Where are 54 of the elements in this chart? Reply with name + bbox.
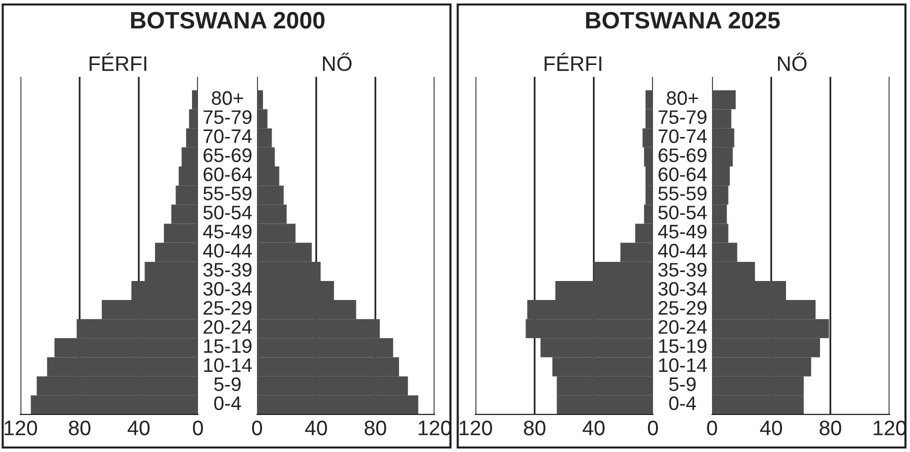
x-tick-label: 120 [4,420,38,436]
y-tick-label: 50-54 [658,206,707,220]
y-tick-label: 60-64 [204,167,252,182]
y-tick-label: 60-64 [658,167,707,182]
x-tick-label: 80 [524,420,546,436]
y-tick-label: 0-4 [669,396,696,410]
y-tick-label: 30-34 [203,282,252,296]
y-tick-label: 20-24 [204,320,252,334]
x-tick-label: 80 [820,420,842,436]
y-tick-label: 80+ [666,91,698,105]
chart-title: BOTSWANA 2025 [586,12,780,29]
x-tick-label: 80 [68,420,90,436]
y-tick-label: 35-39 [658,262,706,277]
y-tick-label: 0-4 [214,396,241,410]
y-tick-label: 25-29 [658,301,706,315]
text: NŐ [778,52,807,72]
x-tick-label: 120 [460,420,492,436]
chart-title: BOTSWANA 2000 [131,12,324,29]
y-tick-label: 50-54 [203,206,252,220]
y-tick-label: 15-19 [204,339,252,353]
y-tick-label: 5-9 [214,377,241,392]
y-tick-label: 10-14 [659,358,707,372]
x-tick-label: 40 [128,420,150,436]
x-tick-label: 40 [582,420,605,436]
y-tick-label: 5-9 [669,377,696,392]
x-tick-label: 80 [364,420,386,436]
y-tick-label: 70-74 [658,129,707,144]
y-tick-label: 75-79 [658,110,706,124]
x-tick-label: 0 [252,420,262,436]
y-tick-label: 55-59 [203,186,252,200]
y-tick-label: 65-69 [658,148,706,162]
y-tick-label: 35-39 [203,262,252,277]
x-tick-label: 40 [760,420,782,436]
y-tick-label: 55-59 [658,186,706,200]
y-tick-label: 65-69 [204,148,252,162]
y-tick-label: 40-44 [203,244,252,258]
y-tick-label: 75-79 [204,110,252,124]
text: NŐ [323,52,352,72]
y-tick-label: 70-74 [204,129,252,144]
y-tick-label: 10-14 [204,358,252,372]
x-tick-label: 0 [192,420,203,436]
y-tick-label: 20-24 [658,320,707,334]
y-tick-label: 45-49 [203,224,252,238]
y-tick-label: 25-29 [204,301,252,315]
text: FÉRFI [90,52,146,71]
y-tick-label: 30-34 [658,282,707,296]
x-tick-label: 0 [648,420,658,436]
y-tick-label: 80+ [212,91,244,105]
y-tick-label: 45-49 [658,224,706,238]
y-tick-label: 15-19 [659,339,706,353]
text: FÉRFI [544,52,602,71]
x-tick-label: 40 [305,420,327,436]
y-tick-label: 40-44 [658,244,707,258]
x-tick-label: 0 [707,420,718,436]
